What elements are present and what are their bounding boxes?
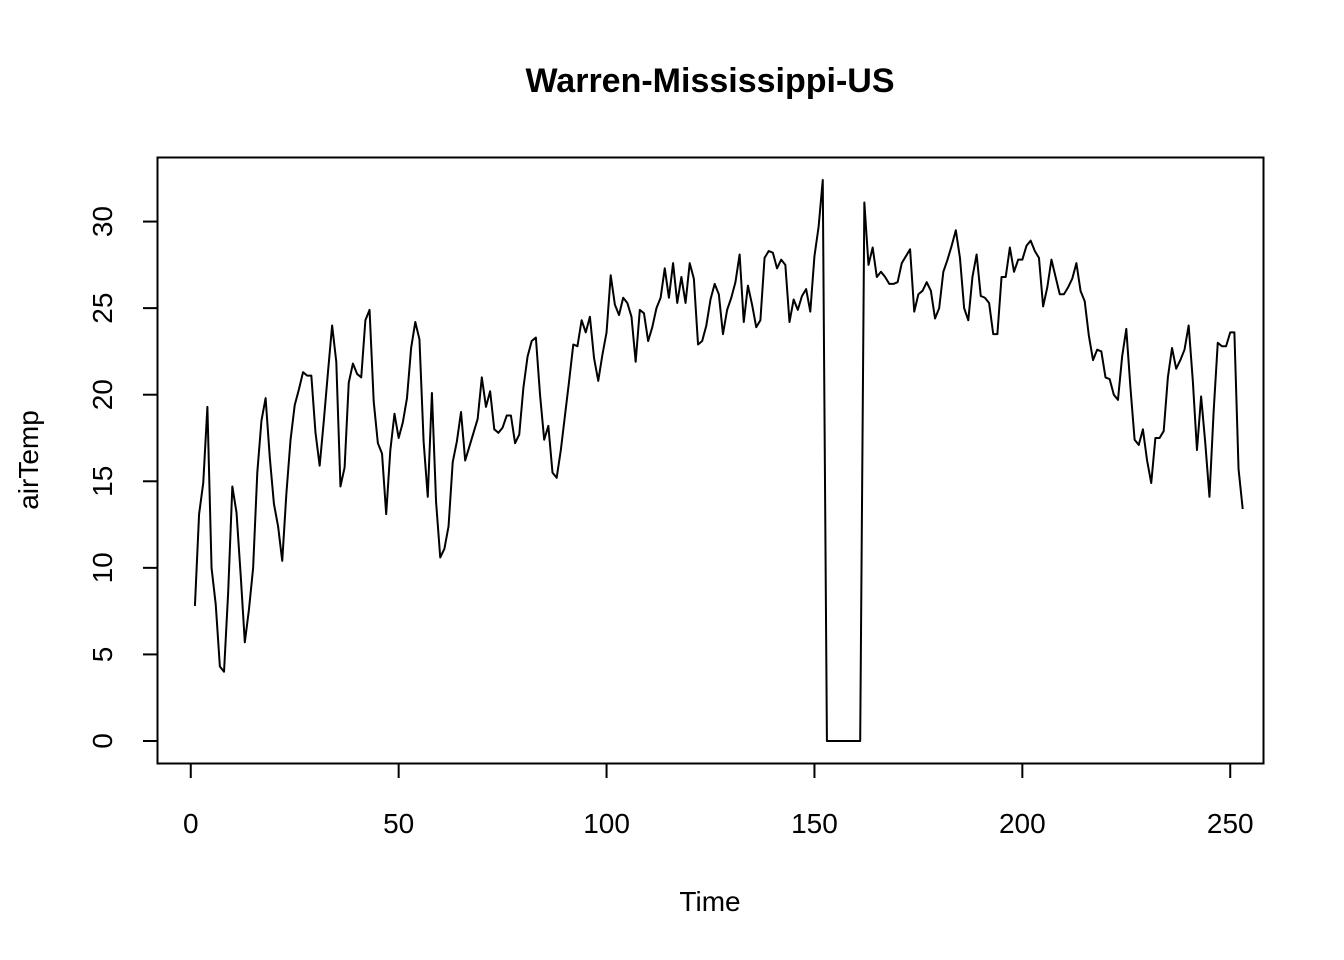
x-tick-label: 0 (183, 808, 199, 839)
y-axis-label: airTemp (13, 410, 44, 510)
y-tick-label: 5 (87, 647, 118, 663)
chart-title: Warren-Mississippi-US (525, 62, 894, 100)
x-tick-label: 50 (383, 808, 414, 839)
x-tick-label: 200 (999, 808, 1046, 839)
x-axis-label: Time (679, 886, 740, 917)
y-tick-label: 15 (87, 466, 118, 497)
series-line-airtemp (193, 179, 1244, 742)
x-axis: 0 50 100 150 200 250 (183, 762, 1254, 839)
x-tick-label: 100 (583, 808, 630, 839)
y-tick-label: 30 (87, 206, 118, 237)
y-axis: 0 5 10 15 20 25 30 (87, 206, 159, 749)
x-tick-label: 250 (1207, 808, 1254, 839)
y-tick-label: 20 (87, 379, 118, 410)
x-tick-label: 150 (791, 808, 838, 839)
y-tick-label: 25 (87, 293, 118, 324)
plot-frame (156, 156, 1265, 765)
y-tick-label: 0 (87, 733, 118, 749)
y-tick-label: 10 (87, 552, 118, 583)
